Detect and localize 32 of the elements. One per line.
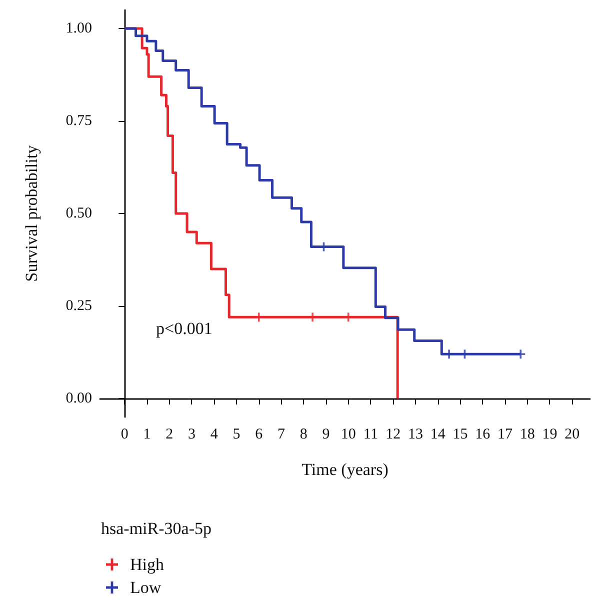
x-tick-label: 11 — [364, 426, 378, 442]
y-tick-label: 0.75 — [66, 113, 92, 129]
x-tick-label: 0 — [120, 426, 128, 442]
legend-label: High — [130, 555, 164, 574]
x-tick-label: 1 — [143, 426, 151, 442]
x-tick-label: 2 — [166, 426, 174, 442]
x-tick-label: 3 — [188, 426, 196, 442]
x-tick-label: 4 — [210, 426, 218, 442]
x-tick-label: 6 — [255, 426, 264, 442]
y-axis-title: Survival probability — [22, 144, 41, 282]
x-tick-label: 9 — [322, 426, 330, 442]
y-tick-label: 0.00 — [66, 390, 92, 406]
x-tick-label: 18 — [520, 426, 535, 442]
x-tick-label: 16 — [475, 426, 491, 442]
x-axis-title: Time (years) — [302, 460, 388, 479]
legend-label: Low — [130, 578, 162, 597]
x-tick-label: 14 — [430, 426, 446, 442]
x-tick-label: 19 — [542, 426, 558, 442]
x-tick-label: 20 — [564, 426, 580, 442]
annotation: p<0.001 — [156, 319, 212, 338]
x-tick-label: 12 — [386, 426, 401, 442]
x-tick-label: 15 — [452, 426, 468, 442]
y-tick-label: 0.50 — [66, 206, 92, 222]
x-tick-label: 5 — [232, 426, 240, 442]
x-tick-label: 8 — [300, 426, 308, 442]
y-tick-label: 0.25 — [66, 298, 92, 314]
x-tick-label: 13 — [408, 426, 423, 442]
x-tick-label: 7 — [277, 426, 286, 442]
legend-title: hsa-miR-30a-5p — [101, 519, 212, 538]
y-tick-label: 1.00 — [66, 20, 92, 36]
x-tick-label: 10 — [340, 426, 356, 442]
x-tick-label: 17 — [497, 426, 513, 442]
